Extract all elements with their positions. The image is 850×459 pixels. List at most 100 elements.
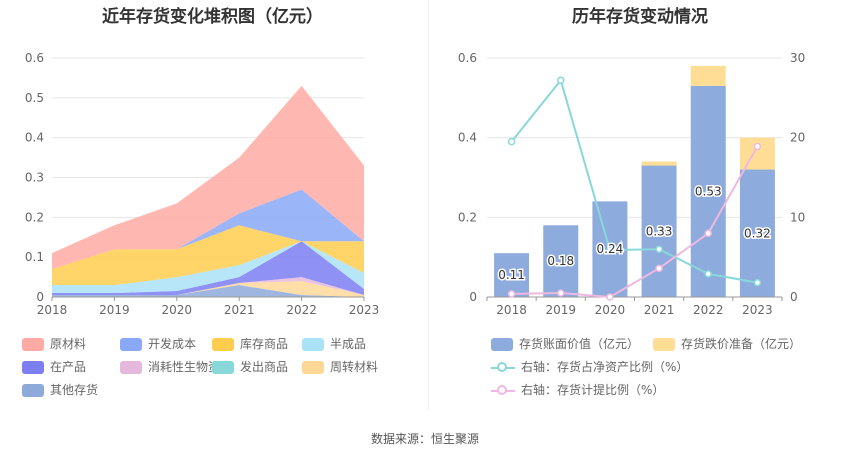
right-legend-item[interactable]: 存货跌价准备（亿元） xyxy=(653,336,801,352)
left-legend-item[interactable]: 原材料 xyxy=(22,336,86,352)
bar-book-value xyxy=(494,253,530,297)
left-legend-item[interactable]: 消耗性生物资产 xyxy=(120,359,232,375)
left-y-tick-label: 0 xyxy=(36,290,44,304)
right-y2-tick-label: 20 xyxy=(790,131,805,145)
left-legend-item[interactable]: 其他存货 xyxy=(22,382,98,398)
left-legend: 原材料 开发成本 库存商品 半成品在产品 消耗性生物资产 发出商品 周转材料其他存货 xyxy=(0,330,425,410)
right-legend-item[interactable]: 存货账面价值（亿元） xyxy=(491,336,639,352)
line-point xyxy=(606,246,614,254)
legend-swatch xyxy=(22,361,44,374)
right-y-tick-label: 0.4 xyxy=(458,131,477,145)
left-y-tick-label: 0.4 xyxy=(25,131,44,145)
legend-label: 库存商品 xyxy=(240,337,289,351)
area-series xyxy=(52,285,364,297)
bar-data-label: 0.32 xyxy=(744,226,771,240)
legend-label: 在产品 xyxy=(50,360,87,374)
line-point xyxy=(753,278,762,287)
stacked-area-chart: 0 0.1 0.2 0.3 0.4 0.5 0.6 2018 2019 2020 2021 2022 2… xyxy=(25,51,380,317)
left-x-tick-label: 2020 xyxy=(162,303,193,317)
right-legend: 存货账面价值（亿元） 存货跌价准备（亿元） 右轴：存货占净资产比例（%） 右轴：存货计… xyxy=(425,330,850,410)
line-point xyxy=(507,137,516,146)
right-y2-tick-label: 0 xyxy=(790,290,798,304)
left-y-tick-label: 0.1 xyxy=(25,250,44,264)
line-series xyxy=(511,145,759,299)
right-y-tick-label: 0.2 xyxy=(458,210,477,224)
legend-label: 原材料 xyxy=(50,337,87,351)
bar-data-label: 0.24 xyxy=(597,242,624,256)
right-x-tick-label: 2022 xyxy=(693,303,724,317)
line-series xyxy=(510,78,758,284)
left-x-tick-label: 2019 xyxy=(99,303,130,317)
line-point xyxy=(704,270,712,278)
bar-book-value xyxy=(543,225,579,297)
left-x-tick-label: 2018 xyxy=(37,303,68,317)
legend-swatch xyxy=(212,338,234,351)
left-legend-item[interactable]: 开发成本 xyxy=(120,336,196,352)
legend-swatch xyxy=(491,384,515,398)
legend-swatch xyxy=(120,338,142,351)
right-y-tick-label: 0 xyxy=(469,290,477,304)
legend-label: 开发成本 xyxy=(148,337,197,351)
bar-data-label: 0.53 xyxy=(695,184,722,198)
right-x-tick-label: 2020 xyxy=(595,303,626,317)
left-legend-item[interactable]: 发出商品 xyxy=(212,359,288,375)
left-chart-title: 近年存货变化堆积图（亿元） xyxy=(102,7,323,27)
right-y2-tick-label: 10 xyxy=(790,210,805,224)
legend-swatch xyxy=(491,361,515,375)
legend-swatch xyxy=(653,338,675,351)
legend-swatch xyxy=(212,361,234,374)
legend-label: 半成品 xyxy=(330,337,367,351)
left-legend-item[interactable]: 在产品 xyxy=(22,359,86,375)
right-y-tick-label: 0.6 xyxy=(458,51,477,65)
bar-book-value xyxy=(690,85,726,297)
left-legend-item[interactable]: 半成品 xyxy=(302,336,366,352)
right-x-tick-label: 2018 xyxy=(496,303,527,317)
line-point xyxy=(655,245,663,253)
legend-label: 右轴：存货计提比例（%） xyxy=(521,383,665,397)
line-point xyxy=(753,142,762,151)
line-point xyxy=(655,264,663,273)
line-point xyxy=(704,229,712,238)
left-x-tick-label: 2021 xyxy=(224,303,255,317)
legend-swatch xyxy=(491,338,513,351)
legend-swatch xyxy=(120,361,142,374)
panel-divider xyxy=(428,0,429,410)
left-y-tick-label: 0.3 xyxy=(25,171,44,185)
data-source-note: 数据来源：恒生聚源 xyxy=(370,432,479,446)
right-legend-item[interactable]: 右轴：存货占净资产比例（%） xyxy=(491,359,688,375)
legend-swatch xyxy=(22,384,44,397)
legend-label: 消耗性生物资产 xyxy=(148,360,233,374)
left-legend-item[interactable]: 库存商品 xyxy=(212,336,288,352)
bar-impairment xyxy=(739,137,775,170)
left-legend-item[interactable]: 周转材料 xyxy=(302,359,378,375)
left-x-tick-label: 2023 xyxy=(349,303,380,317)
right-chart-title: 历年存货变动情况 xyxy=(572,7,708,27)
legend-swatch xyxy=(302,361,324,374)
area-series xyxy=(52,277,364,296)
bar-data-label: 0.33 xyxy=(646,224,673,238)
legend-label: 发出商品 xyxy=(240,360,289,374)
legend-label: 其他存货 xyxy=(50,383,99,397)
area-series xyxy=(52,225,364,286)
area-series xyxy=(52,189,364,270)
line-point xyxy=(507,290,516,298)
legend-label: 存货跌价准备（亿元） xyxy=(681,337,802,351)
bar-impairment xyxy=(641,161,677,166)
right-x-tick-label: 2021 xyxy=(644,303,675,317)
left-y-tick-label: 0.5 xyxy=(25,91,44,105)
line-point xyxy=(557,76,565,85)
left-y-tick-label: 0.2 xyxy=(25,210,44,224)
line-point xyxy=(557,289,565,297)
legend-label: 存货账面价值（亿元） xyxy=(519,337,640,351)
legend-swatch xyxy=(302,338,324,351)
area-series xyxy=(52,241,364,296)
bar-impairment xyxy=(690,65,726,86)
right-legend-item[interactable]: 右轴：存货计提比例（%） xyxy=(491,382,664,398)
right-y2-tick-label: 30 xyxy=(790,51,805,65)
bar-data-label: 0.18 xyxy=(547,254,574,268)
left-y-tick-label: 0.6 xyxy=(25,51,44,65)
line-point xyxy=(606,293,614,301)
area-series xyxy=(52,85,364,270)
legend-label: 右轴：存货占净资产比例（%） xyxy=(521,360,689,374)
bar-book-value xyxy=(739,169,775,297)
